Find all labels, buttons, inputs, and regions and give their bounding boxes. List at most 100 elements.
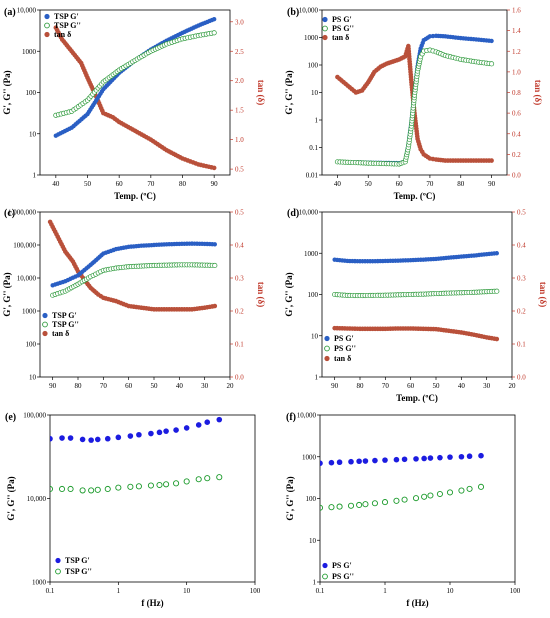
data-point bbox=[183, 425, 190, 431]
data-point bbox=[147, 482, 154, 489]
panel-label: (e) bbox=[5, 412, 16, 423]
y2-tick-label: 0.2 bbox=[235, 308, 244, 316]
y-tick-label: 1 bbox=[313, 579, 317, 587]
data-point bbox=[115, 484, 122, 491]
data-point bbox=[328, 504, 335, 511]
data-point bbox=[163, 481, 170, 488]
chart-panel: 0.1 1 10 100 1000 10,000 100,000 (e) f (Hz) G', G… bbox=[5, 412, 261, 609]
legend: PS G' PS G'' bbox=[322, 561, 354, 581]
data-point bbox=[211, 30, 217, 36]
data-point bbox=[347, 502, 355, 509]
data-point bbox=[494, 288, 500, 294]
x-tick-label: 70 bbox=[382, 382, 390, 390]
x-tick-label: 80 bbox=[179, 180, 187, 188]
series-ps-g- bbox=[334, 47, 495, 167]
x-tick-label: 30 bbox=[483, 382, 491, 390]
data-point bbox=[212, 242, 217, 247]
data-point bbox=[401, 456, 408, 463]
y-tick-label: 10,000 bbox=[17, 275, 37, 283]
legend-marker bbox=[42, 312, 48, 319]
y-tick-label: 100 bbox=[26, 89, 37, 97]
data-point bbox=[413, 456, 419, 462]
data-point bbox=[356, 501, 363, 509]
legend: PS G'PS G''tan δ bbox=[324, 334, 356, 363]
y-tick-label: 10,000 bbox=[299, 209, 319, 217]
data-point bbox=[393, 456, 400, 463]
data-point bbox=[412, 495, 420, 502]
y2-tick-label: 1.5 bbox=[235, 107, 244, 115]
x-tick-label: 70 bbox=[426, 180, 434, 188]
y2-axis-label: tan (δ) bbox=[256, 282, 266, 307]
series-ps-g- bbox=[332, 251, 499, 264]
y2-tick-label: 1.4 bbox=[512, 27, 521, 35]
y2-tick-label: 0.3 bbox=[235, 275, 244, 283]
panel-label: (d) bbox=[287, 208, 299, 219]
x-tick-label: 100 bbox=[510, 587, 521, 595]
y-tick-label: 1 bbox=[315, 374, 319, 382]
data-point bbox=[320, 460, 323, 467]
y2-tick-label: 2.5 bbox=[235, 48, 244, 56]
data-point bbox=[320, 504, 324, 511]
y2-tick-label: 0.4 bbox=[512, 130, 521, 138]
data-point bbox=[195, 476, 202, 483]
series-tan- bbox=[332, 325, 500, 342]
x-axis-label: f (Hz) bbox=[141, 598, 163, 608]
legend-marker bbox=[322, 25, 328, 32]
legend-marker bbox=[324, 345, 330, 352]
y-tick-label: 10,000 bbox=[17, 7, 37, 15]
x-tick-label: 10 bbox=[447, 587, 455, 595]
y-tick-label: 10 bbox=[311, 332, 319, 340]
y2-axis-label: tan (δ) bbox=[533, 80, 543, 105]
data-point bbox=[427, 455, 434, 461]
legend-marker bbox=[42, 330, 48, 337]
y-tick-label: 1000 bbox=[22, 308, 37, 316]
y2-tick-label: 0.6 bbox=[512, 110, 521, 118]
data-point bbox=[382, 457, 388, 463]
data-point bbox=[489, 38, 494, 44]
data-point bbox=[489, 61, 495, 67]
data-point bbox=[336, 459, 343, 466]
series-tsp-g- bbox=[50, 262, 218, 298]
y-tick-label: 100 bbox=[26, 341, 37, 349]
series-tsp-g- bbox=[53, 30, 217, 118]
x-tick-label: 40 bbox=[458, 382, 466, 390]
data-point bbox=[458, 453, 465, 460]
data-point bbox=[477, 483, 485, 490]
data-point bbox=[328, 459, 335, 466]
plot-area bbox=[47, 219, 218, 312]
panel-label: (a) bbox=[4, 7, 16, 18]
data-point bbox=[494, 251, 499, 256]
y2-tick-label: 0.5 bbox=[517, 209, 526, 217]
x-tick-label: 0.1 bbox=[46, 587, 55, 595]
panel-label: (c) bbox=[4, 208, 15, 219]
data-point bbox=[494, 336, 500, 342]
legend-label: TSP G' bbox=[65, 556, 90, 565]
data-point bbox=[204, 475, 211, 482]
data-point bbox=[211, 165, 217, 171]
y-tick-label: 0.01 bbox=[306, 172, 319, 180]
x-tick-label: 1 bbox=[117, 587, 121, 595]
legend-label: TSP G'' bbox=[52, 320, 79, 329]
data-point bbox=[50, 485, 54, 493]
y2-tick-label: 1.2 bbox=[512, 48, 521, 56]
y-axis-label: G', G'' (Pa) bbox=[284, 70, 294, 114]
panel-label: (b) bbox=[287, 7, 299, 18]
legend-label: PS G'' bbox=[332, 24, 354, 33]
data-point bbox=[436, 490, 443, 498]
data-point bbox=[173, 427, 179, 433]
x-tick-label: 70 bbox=[100, 382, 108, 390]
x-tick-label: 70 bbox=[147, 180, 155, 188]
data-point bbox=[94, 436, 101, 443]
data-point bbox=[393, 497, 400, 504]
y-tick-label: 100,000 bbox=[23, 412, 46, 420]
panel-label: (f) bbox=[286, 412, 296, 423]
legend-label: tan δ bbox=[332, 33, 349, 42]
y2-tick-label: 1.0 bbox=[235, 136, 244, 144]
legend-marker bbox=[324, 335, 330, 342]
data-point bbox=[427, 492, 434, 499]
y2-tick-label: 0.0 bbox=[512, 172, 521, 180]
data-point bbox=[466, 485, 473, 492]
data-point bbox=[204, 419, 211, 425]
plot-frame bbox=[39, 211, 231, 378]
